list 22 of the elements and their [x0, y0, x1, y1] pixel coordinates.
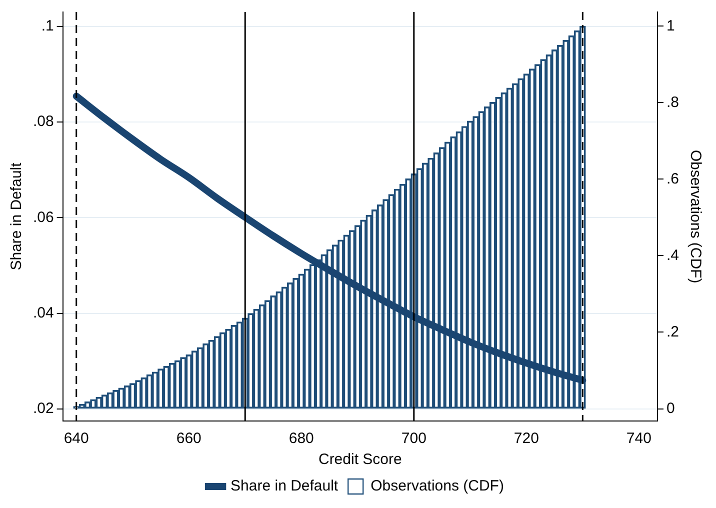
- y2-tick-label: .6: [666, 170, 680, 188]
- y2-tick-label: 1: [666, 17, 675, 34]
- y-tick-label: .06: [32, 208, 54, 226]
- x-axis-title: Credit Score: [318, 451, 402, 468]
- y-tick-label: .1: [41, 17, 54, 34]
- y-tick-label: .02: [32, 400, 54, 418]
- y-tick-label: .08: [32, 113, 54, 130]
- x-tick-label: 740: [626, 430, 652, 448]
- legend-label: Observations (CDF): [370, 478, 504, 495]
- x-tick-label: 680: [288, 430, 314, 448]
- y2-tick-label: .8: [666, 94, 680, 111]
- x-tick-label: 640: [64, 430, 89, 448]
- x-tick-label: 660: [176, 430, 202, 448]
- y2-axis-title: Observations (CDF): [686, 150, 704, 284]
- legend-label: Share in Default: [230, 478, 339, 495]
- x-tick-label: 720: [514, 430, 539, 448]
- y-axis-title: Share in Default: [8, 162, 26, 270]
- y2-tick-label: .2: [666, 323, 680, 340]
- y-tick-label: .04: [32, 304, 54, 322]
- x-tick-label: 700: [401, 430, 426, 448]
- y2-tick-label: .4: [666, 246, 680, 264]
- y2-tick-label: 0: [666, 400, 675, 417]
